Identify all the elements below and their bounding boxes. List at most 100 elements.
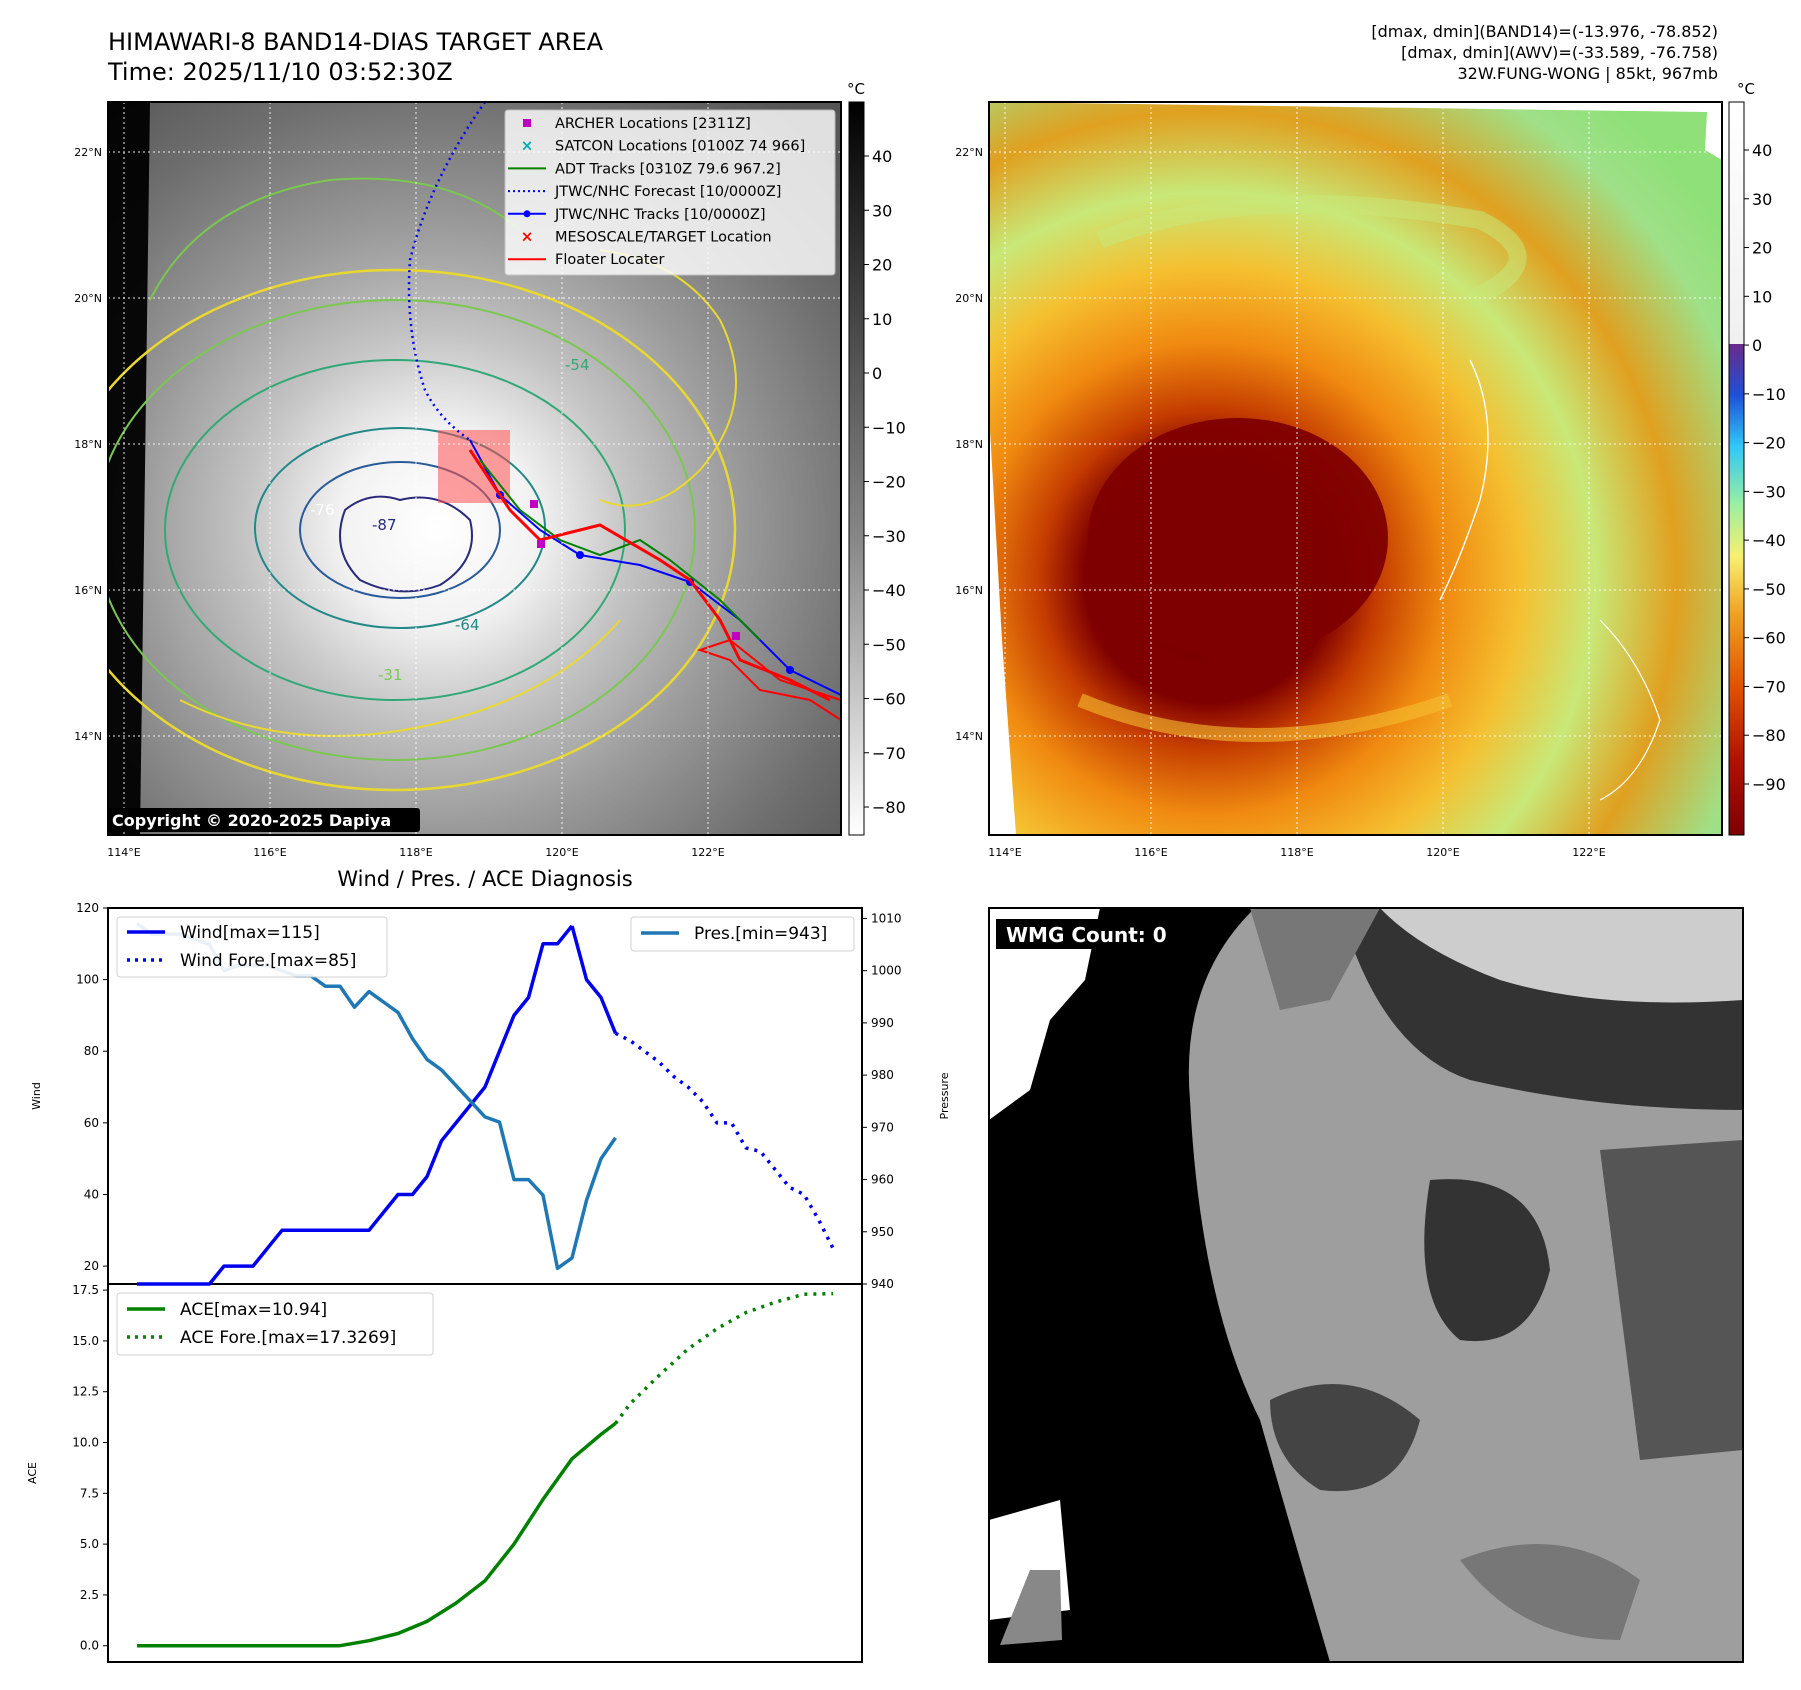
- legend-marker: ×: [521, 137, 534, 155]
- ace-legend: ACE[max=10.94] ACE Fore.[max=17.3269]: [116, 1292, 434, 1356]
- ir-legend: ARCHER Locations [2311Z] × SATCON Location…: [504, 109, 836, 276]
- colorbar-tick-label: 20: [872, 256, 892, 275]
- awv-panel: [988, 101, 1723, 836]
- ace-tick-label: 5.0: [80, 1537, 99, 1551]
- colorbar-tick-label: −20: [872, 473, 906, 492]
- adt-track: [479, 459, 761, 641]
- ace-tick-label: 0.0: [80, 1639, 99, 1653]
- wind-tick-label: 40: [84, 1187, 99, 1201]
- series-ace-max-10-94-: [137, 1422, 617, 1648]
- info-band14: [dmax, dmin](BAND14)=(-13.976, -78.852): [1371, 22, 1718, 41]
- wmg-frame: [988, 907, 1744, 1663]
- colorbar-tick-label: 0: [1752, 336, 1762, 355]
- pressure-tick-label: 1000: [871, 964, 902, 978]
- contour-label: -76: [310, 501, 335, 519]
- wind-tick-label: 80: [84, 1044, 99, 1058]
- series-wind-fore-max-85-: [614, 1031, 835, 1249]
- ace-ylabel: ACE: [26, 1462, 39, 1484]
- colorbar-tick-label: −60: [1752, 629, 1786, 648]
- info-awv: [dmax, dmin](AWV)=(-33.589, -76.758): [1401, 43, 1718, 62]
- colorbar-tick-label: −10: [872, 418, 906, 437]
- ir-colorbar: °C 40 30 20 10 0 −10 −20 −30 −40 −50 −60 −70 −80: [847, 80, 906, 836]
- lat-label: 18°N: [74, 438, 102, 451]
- awv-colorbar-unit: °C: [1737, 80, 1755, 98]
- wind-legend: Wind[max=115] Wind Fore.[max=85]: [116, 916, 388, 978]
- ir-panel: -76 -87 -64 -54 -31 ARCHER Locations [23…: [107, 101, 842, 836]
- pressure-tick-label: 960: [871, 1173, 894, 1187]
- colorbar-tick-label: −50: [1752, 580, 1786, 599]
- colorbar-tick-label: −30: [872, 527, 906, 546]
- awv-gridlines: [989, 102, 1722, 835]
- contour-label: -54: [565, 356, 590, 374]
- lon-label: 120°E: [545, 846, 578, 859]
- ace-tick-label: 17.5: [72, 1283, 99, 1297]
- lon-label: 116°E: [1134, 846, 1167, 859]
- floater-track: [468, 449, 831, 702]
- lon-label: 120°E: [1426, 846, 1459, 859]
- legend-label: ADT Tracks [0310Z 79.6 967.2]: [555, 161, 781, 177]
- lon-label: 116°E: [253, 846, 286, 859]
- wind-tick-label: 120: [76, 901, 99, 915]
- contour-label: -64: [455, 616, 480, 634]
- pressure-tick-label: 980: [871, 1068, 894, 1082]
- wmg-panel: WMG Count: 0: [988, 907, 1744, 1663]
- legend-marker: ×: [521, 228, 534, 246]
- colorbar-tick-label: −50: [872, 635, 906, 654]
- ir-colorbar-unit: °C: [847, 80, 865, 98]
- diagnosis-title: Wind / Pres. / ACE Diagnosis: [337, 867, 632, 891]
- colorbar-tick-label: 30: [872, 201, 892, 220]
- ace-tick-label: 2.5: [80, 1588, 99, 1602]
- diagnosis-chart: Wind / Pres. / ACE Diagnosis Wind Pressu…: [26, 867, 951, 1663]
- pressure-tick-label: 1010: [871, 911, 902, 925]
- pressure-tick-label: 940: [871, 1277, 894, 1291]
- wind-tick-label: 20: [84, 1259, 99, 1273]
- copyright: Copyright © 2020-2025 Dapiya: [112, 811, 391, 830]
- awv-frame: [988, 101, 1723, 836]
- timestamp-title: Time: 2025/11/10 03:52:30Z: [108, 58, 453, 86]
- series-wind-max-115-: [137, 924, 574, 1286]
- colorbar-tick-label: −10: [1752, 385, 1786, 404]
- contour-label: -87: [372, 516, 397, 534]
- colorbar-tick-label: −60: [872, 690, 906, 709]
- contour-label: -31: [378, 666, 403, 684]
- lat-label: 16°N: [74, 584, 102, 597]
- page-title: HIMAWARI-8 BAND14-DIAS TARGET AREA: [108, 28, 604, 56]
- ir-frame: [107, 101, 842, 836]
- copyright-bg: [108, 808, 420, 832]
- lat-label: 14°N: [74, 730, 102, 743]
- archer-point: [530, 500, 538, 508]
- ace-tick-label: 12.5: [72, 1385, 99, 1399]
- jtwc-forecast-track: [407, 102, 487, 442]
- wind-tick-label: 100: [76, 973, 99, 987]
- colorbar-tick-label: −20: [1752, 434, 1786, 453]
- wind-tick-label: 60: [84, 1116, 99, 1130]
- pressure-legend: Pres.[min=943]: [630, 916, 855, 952]
- legend-marker: [523, 119, 531, 127]
- lon-label: 118°E: [1280, 846, 1313, 859]
- lon-label: 122°E: [691, 846, 724, 859]
- colorbar-tick-label: −30: [1752, 482, 1786, 501]
- lon-label: 114°E: [988, 846, 1021, 859]
- legend-label: SATCON Locations [0100Z 74 966]: [555, 139, 805, 155]
- lon-label: 118°E: [399, 846, 432, 859]
- wind-ylabel: Wind: [30, 1082, 43, 1110]
- lon-label: 122°E: [1572, 846, 1605, 859]
- legend-label: MESOSCALE/TARGET Location: [555, 230, 772, 246]
- jtwc-track: [469, 439, 841, 696]
- colorbar-tick-label: −40: [1752, 531, 1786, 550]
- legend-wind-fore: Wind Fore.[max=85]: [180, 951, 356, 971]
- colorbar-tick-label: −80: [872, 798, 906, 817]
- wmg-count-label: WMG Count: 0: [1006, 923, 1167, 947]
- legend-pressure: Pres.[min=943]: [694, 924, 827, 944]
- lat-label: 20°N: [955, 292, 983, 305]
- colorbar-tick-label: 40: [1752, 141, 1772, 160]
- ace-tick-label: 7.5: [80, 1486, 99, 1500]
- series-wind-max-115-: [570, 925, 618, 1034]
- colorbar-tick-label: 20: [1752, 239, 1772, 258]
- legend-label: JTWC/NHC Forecast [10/0000Z]: [554, 184, 781, 200]
- lat-label: 22°N: [74, 146, 102, 159]
- lon-label: 114°E: [107, 846, 140, 859]
- legend-wind: Wind[max=115]: [180, 923, 320, 943]
- lat-label: 20°N: [74, 292, 102, 305]
